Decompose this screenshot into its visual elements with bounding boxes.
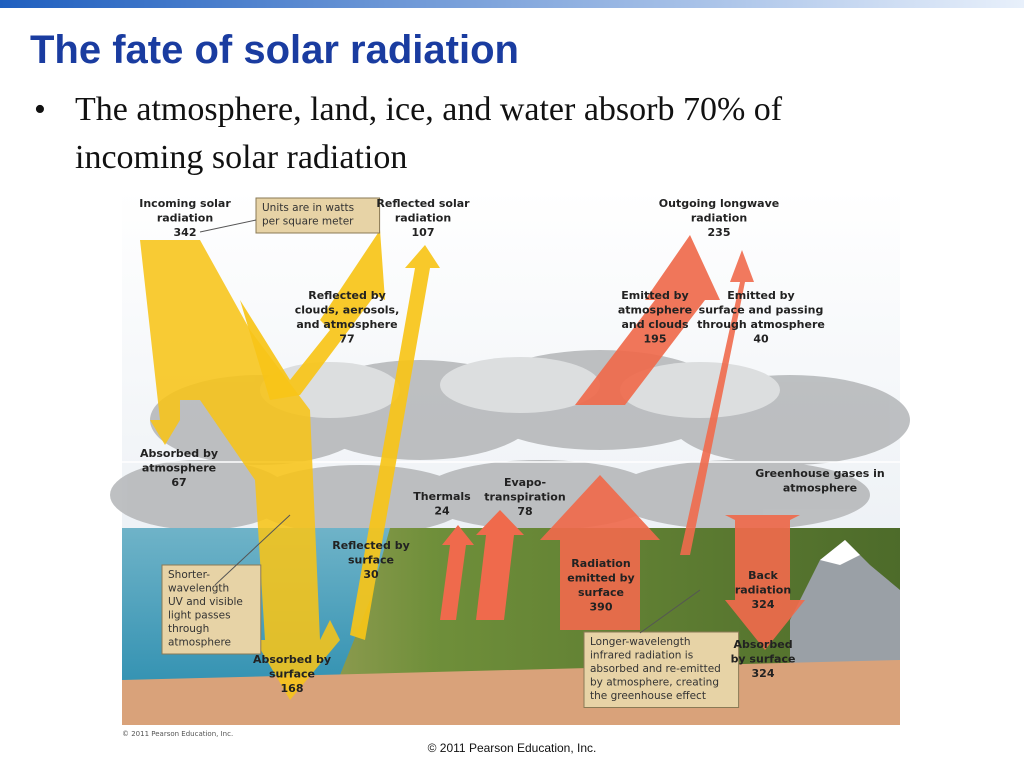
note-text: the greenhouse effect xyxy=(590,690,706,702)
label-text: atmosphere xyxy=(618,304,692,317)
bullet-text: The atmosphere, land, ice, and water abs… xyxy=(75,91,783,128)
label-text: Reflected by xyxy=(308,289,386,302)
label-value: 78 xyxy=(517,505,532,518)
label-text: by surface xyxy=(731,653,796,666)
label-text: Radiation xyxy=(571,557,630,570)
note-box xyxy=(161,564,262,655)
note-text: atmosphere xyxy=(168,637,231,649)
label-text: through atmosphere xyxy=(697,318,825,331)
label-text: clouds, aerosols, xyxy=(295,304,400,317)
note-box xyxy=(255,197,381,234)
image-credit: © 2011 Pearson Education, Inc. xyxy=(122,730,233,738)
label-text: Emitted by xyxy=(727,289,794,302)
label-text: radiation xyxy=(395,212,451,225)
label-text: Reflected by xyxy=(332,539,410,552)
energy-arrows xyxy=(140,230,805,700)
label-text: Absorbed xyxy=(733,638,792,651)
label-text: atmosphere xyxy=(142,462,216,475)
label-value: 324 xyxy=(752,667,775,680)
note-text: Shorter- xyxy=(168,569,210,581)
label-value: 168 xyxy=(281,682,304,695)
label-value: 77 xyxy=(339,333,354,346)
label-text: and clouds xyxy=(621,318,689,331)
label-text: and atmosphere xyxy=(296,318,397,331)
label-value: 235 xyxy=(708,226,731,239)
label-text: Incoming solar xyxy=(139,197,231,210)
note-text: UV and visible xyxy=(168,596,243,608)
label-text: radiation xyxy=(691,212,747,225)
label-text: Reflected solar xyxy=(376,197,470,210)
label-text: Outgoing longwave xyxy=(659,197,779,210)
label-value: 40 xyxy=(753,333,769,346)
note-text: through xyxy=(168,623,209,635)
note-text: light passes xyxy=(168,610,231,622)
bullet-dot: • xyxy=(34,91,46,128)
label-value: 390 xyxy=(590,601,613,614)
label-text: surface and passing xyxy=(699,304,824,317)
label-text: Back xyxy=(748,569,778,582)
label-text: Thermals xyxy=(413,490,471,503)
top-bar xyxy=(0,0,1024,8)
note-text: per square meter xyxy=(262,216,354,228)
label-value: 24 xyxy=(434,505,450,518)
leader-line xyxy=(199,219,257,233)
note-text: by atmosphere, creating xyxy=(590,677,719,689)
label-text: atmosphere xyxy=(783,482,857,495)
label-text: Absorbed by xyxy=(140,447,218,460)
label-value: 342 xyxy=(174,226,197,239)
label-value: 30 xyxy=(363,568,379,581)
note-box xyxy=(583,631,740,708)
bullet-text: incoming solar radiation xyxy=(75,139,407,176)
label-text: Emitted by xyxy=(621,289,688,302)
note-text: Units are in watts xyxy=(262,202,354,214)
label-value: 107 xyxy=(412,226,435,239)
note-text: Longer-wavelength xyxy=(590,636,690,648)
note-text: absorbed and re-emitted xyxy=(590,663,721,675)
label-value: 67 xyxy=(171,476,186,489)
label-text: surface xyxy=(269,668,315,681)
label-text: surface xyxy=(348,554,394,567)
label-text: emitted by xyxy=(567,572,634,585)
leader-line xyxy=(214,514,291,586)
label-text: Greenhouse gases in xyxy=(755,467,885,480)
label-text: transpiration xyxy=(484,491,565,504)
title: The fate of solar radiation xyxy=(30,28,519,72)
label-text: surface xyxy=(578,586,624,599)
label-value: 195 xyxy=(644,333,667,346)
label-value: 324 xyxy=(752,598,775,611)
label-text: Absorbed by xyxy=(253,653,331,666)
label-text: Evapo- xyxy=(504,476,546,489)
leader-line xyxy=(639,589,701,634)
footer: © 2011 Pearson Education, Inc. xyxy=(428,741,597,755)
label-text: radiation xyxy=(735,584,791,597)
note-text: wavelength xyxy=(168,583,229,595)
label-text: radiation xyxy=(157,212,213,225)
note-text: infrared radiation is xyxy=(590,650,693,662)
